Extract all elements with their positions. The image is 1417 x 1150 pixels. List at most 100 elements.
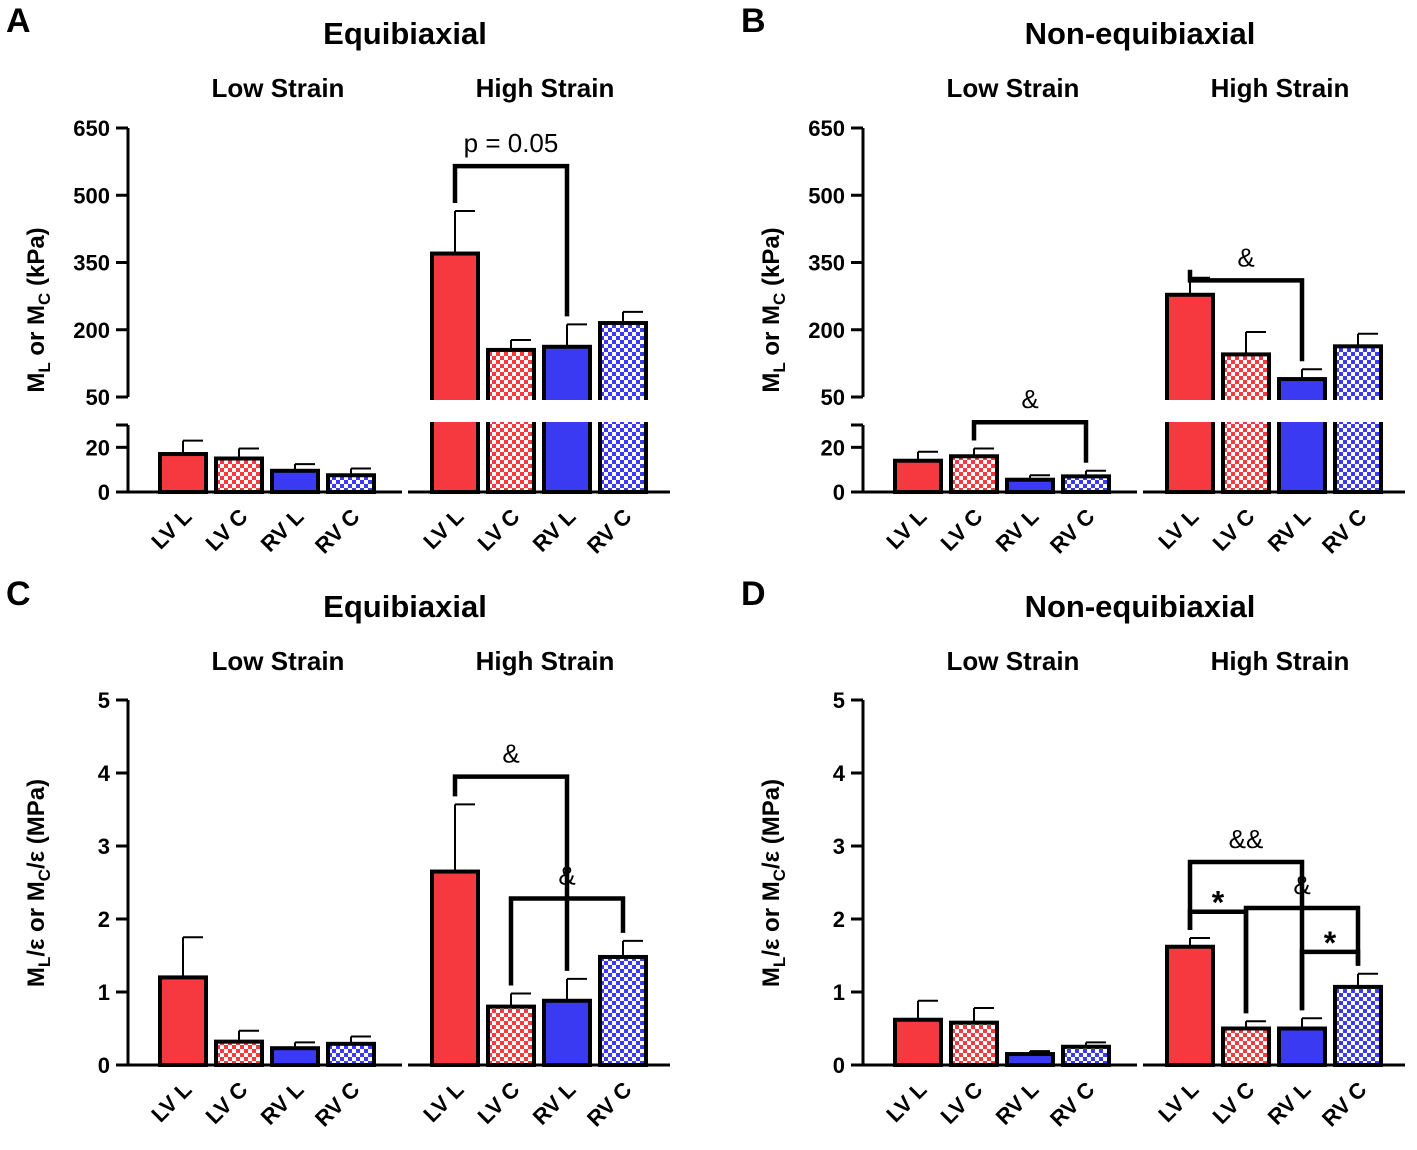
- x-category-label: LV L: [1153, 504, 1203, 554]
- y-axis-label: ML/ε or MC/ε (MPa): [23, 779, 54, 987]
- group-label-low-strain: Low Strain: [212, 73, 345, 103]
- bar-low-strain-lv-c: [949, 1020, 999, 1068]
- significance-label: &: [1021, 384, 1038, 414]
- bar-high-strain-lv-l: [430, 251, 480, 494]
- panel-B: B Non-equibiaxial Low Strain High Strain ML …: [741, 2, 1411, 558]
- x-category-label: LV C: [201, 1077, 253, 1129]
- bar-low-strain-rv-l: [270, 1046, 320, 1067]
- significance-bracket: [1187, 859, 1305, 1011]
- x-category-label: RV L: [528, 1077, 581, 1130]
- y-tick-label: 0: [833, 1053, 845, 1078]
- x-category-label: RV L: [1263, 1077, 1316, 1130]
- bar-low-strain-rv-c: [326, 1041, 376, 1067]
- y-tick-label: 1: [833, 980, 845, 1005]
- x-category-label: LV C: [473, 1077, 525, 1129]
- y-tick-label: 50: [86, 385, 110, 410]
- y-axis-label-subscript: C: [770, 869, 789, 881]
- bar-low-strain-rv-l: [270, 468, 320, 494]
- x-category-label: RV C: [310, 504, 365, 559]
- x-category-label: RV L: [528, 504, 581, 557]
- panel-title: Non-equibiaxial: [1025, 589, 1256, 624]
- bar-high-strain-rv-l: [1277, 377, 1327, 495]
- y-tick-label: 5: [98, 688, 110, 713]
- bar-low-strain-lv-l: [158, 452, 208, 494]
- x-category-label: LV L: [418, 504, 468, 554]
- bar-low-strain-lv-c: [949, 454, 999, 494]
- x-category-label: LV C: [201, 504, 253, 556]
- x-category-label: LV L: [881, 1077, 931, 1127]
- x-category-label: RV L: [1263, 504, 1316, 557]
- x-category-label: LV C: [936, 504, 988, 556]
- x-category-label: RV C: [310, 1077, 365, 1132]
- x-category-label: LV C: [1208, 504, 1260, 556]
- bar-high-strain-lv-l: [1165, 944, 1215, 1067]
- bar-low-strain-rv-c: [1061, 1044, 1111, 1067]
- axis-break-gap: [847, 400, 1411, 422]
- x-category-label: LV C: [1208, 1077, 1260, 1129]
- y-tick-label: 1: [98, 980, 110, 1005]
- x-category-label: LV L: [418, 1077, 468, 1127]
- bar-low-strain-rv-l: [1005, 1052, 1055, 1067]
- significance-label: &&: [1229, 824, 1264, 854]
- y-axis-label: ML or MC (kPa): [23, 227, 54, 392]
- y-axis-label-part: (kPa): [758, 227, 785, 292]
- y-tick-label: 650: [73, 116, 110, 141]
- y-axis-label-part: or M: [23, 305, 50, 362]
- y-axis-label-subscript: C: [35, 293, 54, 305]
- x-category-label: RV C: [1045, 504, 1100, 559]
- significance-bracket: [1243, 905, 1361, 1014]
- significance-bracket: [452, 163, 570, 317]
- y-tick-label: 0: [833, 480, 845, 505]
- y-axis-label-subscript: C: [35, 869, 54, 881]
- significance-label: &: [1293, 870, 1310, 900]
- y-axis-label-part: (kPa): [23, 227, 50, 292]
- bar-high-strain-lv-l: [1165, 292, 1215, 494]
- y-axis-label-part: /ε or M: [23, 881, 50, 956]
- panel-A: A Equibiaxial Low Strain High Strain ML or M…: [6, 2, 676, 558]
- y-tick-label: 350: [808, 251, 845, 276]
- y-axis-label-part: or M: [758, 305, 785, 362]
- panel-letter: C: [6, 575, 31, 613]
- y-tick-label: 4: [833, 761, 846, 786]
- y-tick-label: 20: [86, 435, 110, 460]
- bar-low-strain-rv-c: [1061, 474, 1111, 495]
- group-label-high-strain: High Strain: [1211, 646, 1350, 676]
- bar-low-strain-lv-c: [214, 456, 264, 494]
- bar-low-strain-lv-l: [158, 975, 208, 1067]
- x-category-label: LV C: [473, 504, 525, 556]
- significance-label: &: [502, 739, 519, 769]
- y-tick-label: 4: [98, 761, 111, 786]
- group-label-low-strain: Low Strain: [947, 73, 1080, 103]
- y-axis-label-subscript: L: [770, 362, 789, 372]
- y-axis-label-part: M: [758, 967, 785, 987]
- x-category-label: RV L: [256, 1077, 309, 1130]
- x-category-label: RV C: [582, 504, 637, 559]
- y-axis-label-subscript: L: [35, 362, 54, 372]
- y-axis-label-part: M: [758, 373, 785, 393]
- y-tick-label: 0: [98, 1053, 110, 1078]
- significance-label: *: [1212, 885, 1225, 921]
- x-category-label: RV C: [582, 1077, 637, 1132]
- y-tick-label: 5: [833, 688, 845, 713]
- bar-low-strain-rv-c: [326, 473, 376, 494]
- panel-title: Non-equibiaxial: [1025, 16, 1256, 51]
- bar-low-strain-lv-c: [214, 1039, 264, 1068]
- group-label-low-strain: Low Strain: [947, 646, 1080, 676]
- bar-low-strain-lv-l: [893, 458, 943, 495]
- bar-low-strain-lv-l: [893, 1017, 943, 1067]
- x-category-label: LV L: [1153, 1077, 1203, 1127]
- group-label-high-strain: High Strain: [476, 73, 615, 103]
- bar-low-strain-rv-l: [1005, 477, 1055, 495]
- bar-high-strain-lv-c: [486, 1004, 536, 1068]
- x-category-label: RV L: [991, 504, 1044, 557]
- panel-C: C Equibiaxial Low Strain High Strain ML/ε or…: [6, 575, 670, 1131]
- y-tick-label: 3: [833, 834, 845, 859]
- x-category-label: RV C: [1317, 1077, 1372, 1132]
- y-tick-label: 350: [73, 251, 110, 276]
- y-axis-label: ML/ε or MC/ε (MPa): [758, 779, 789, 987]
- y-tick-label: 50: [821, 385, 845, 410]
- x-category-label: RV C: [1045, 1077, 1100, 1132]
- bar-high-strain-lv-l: [430, 869, 480, 1067]
